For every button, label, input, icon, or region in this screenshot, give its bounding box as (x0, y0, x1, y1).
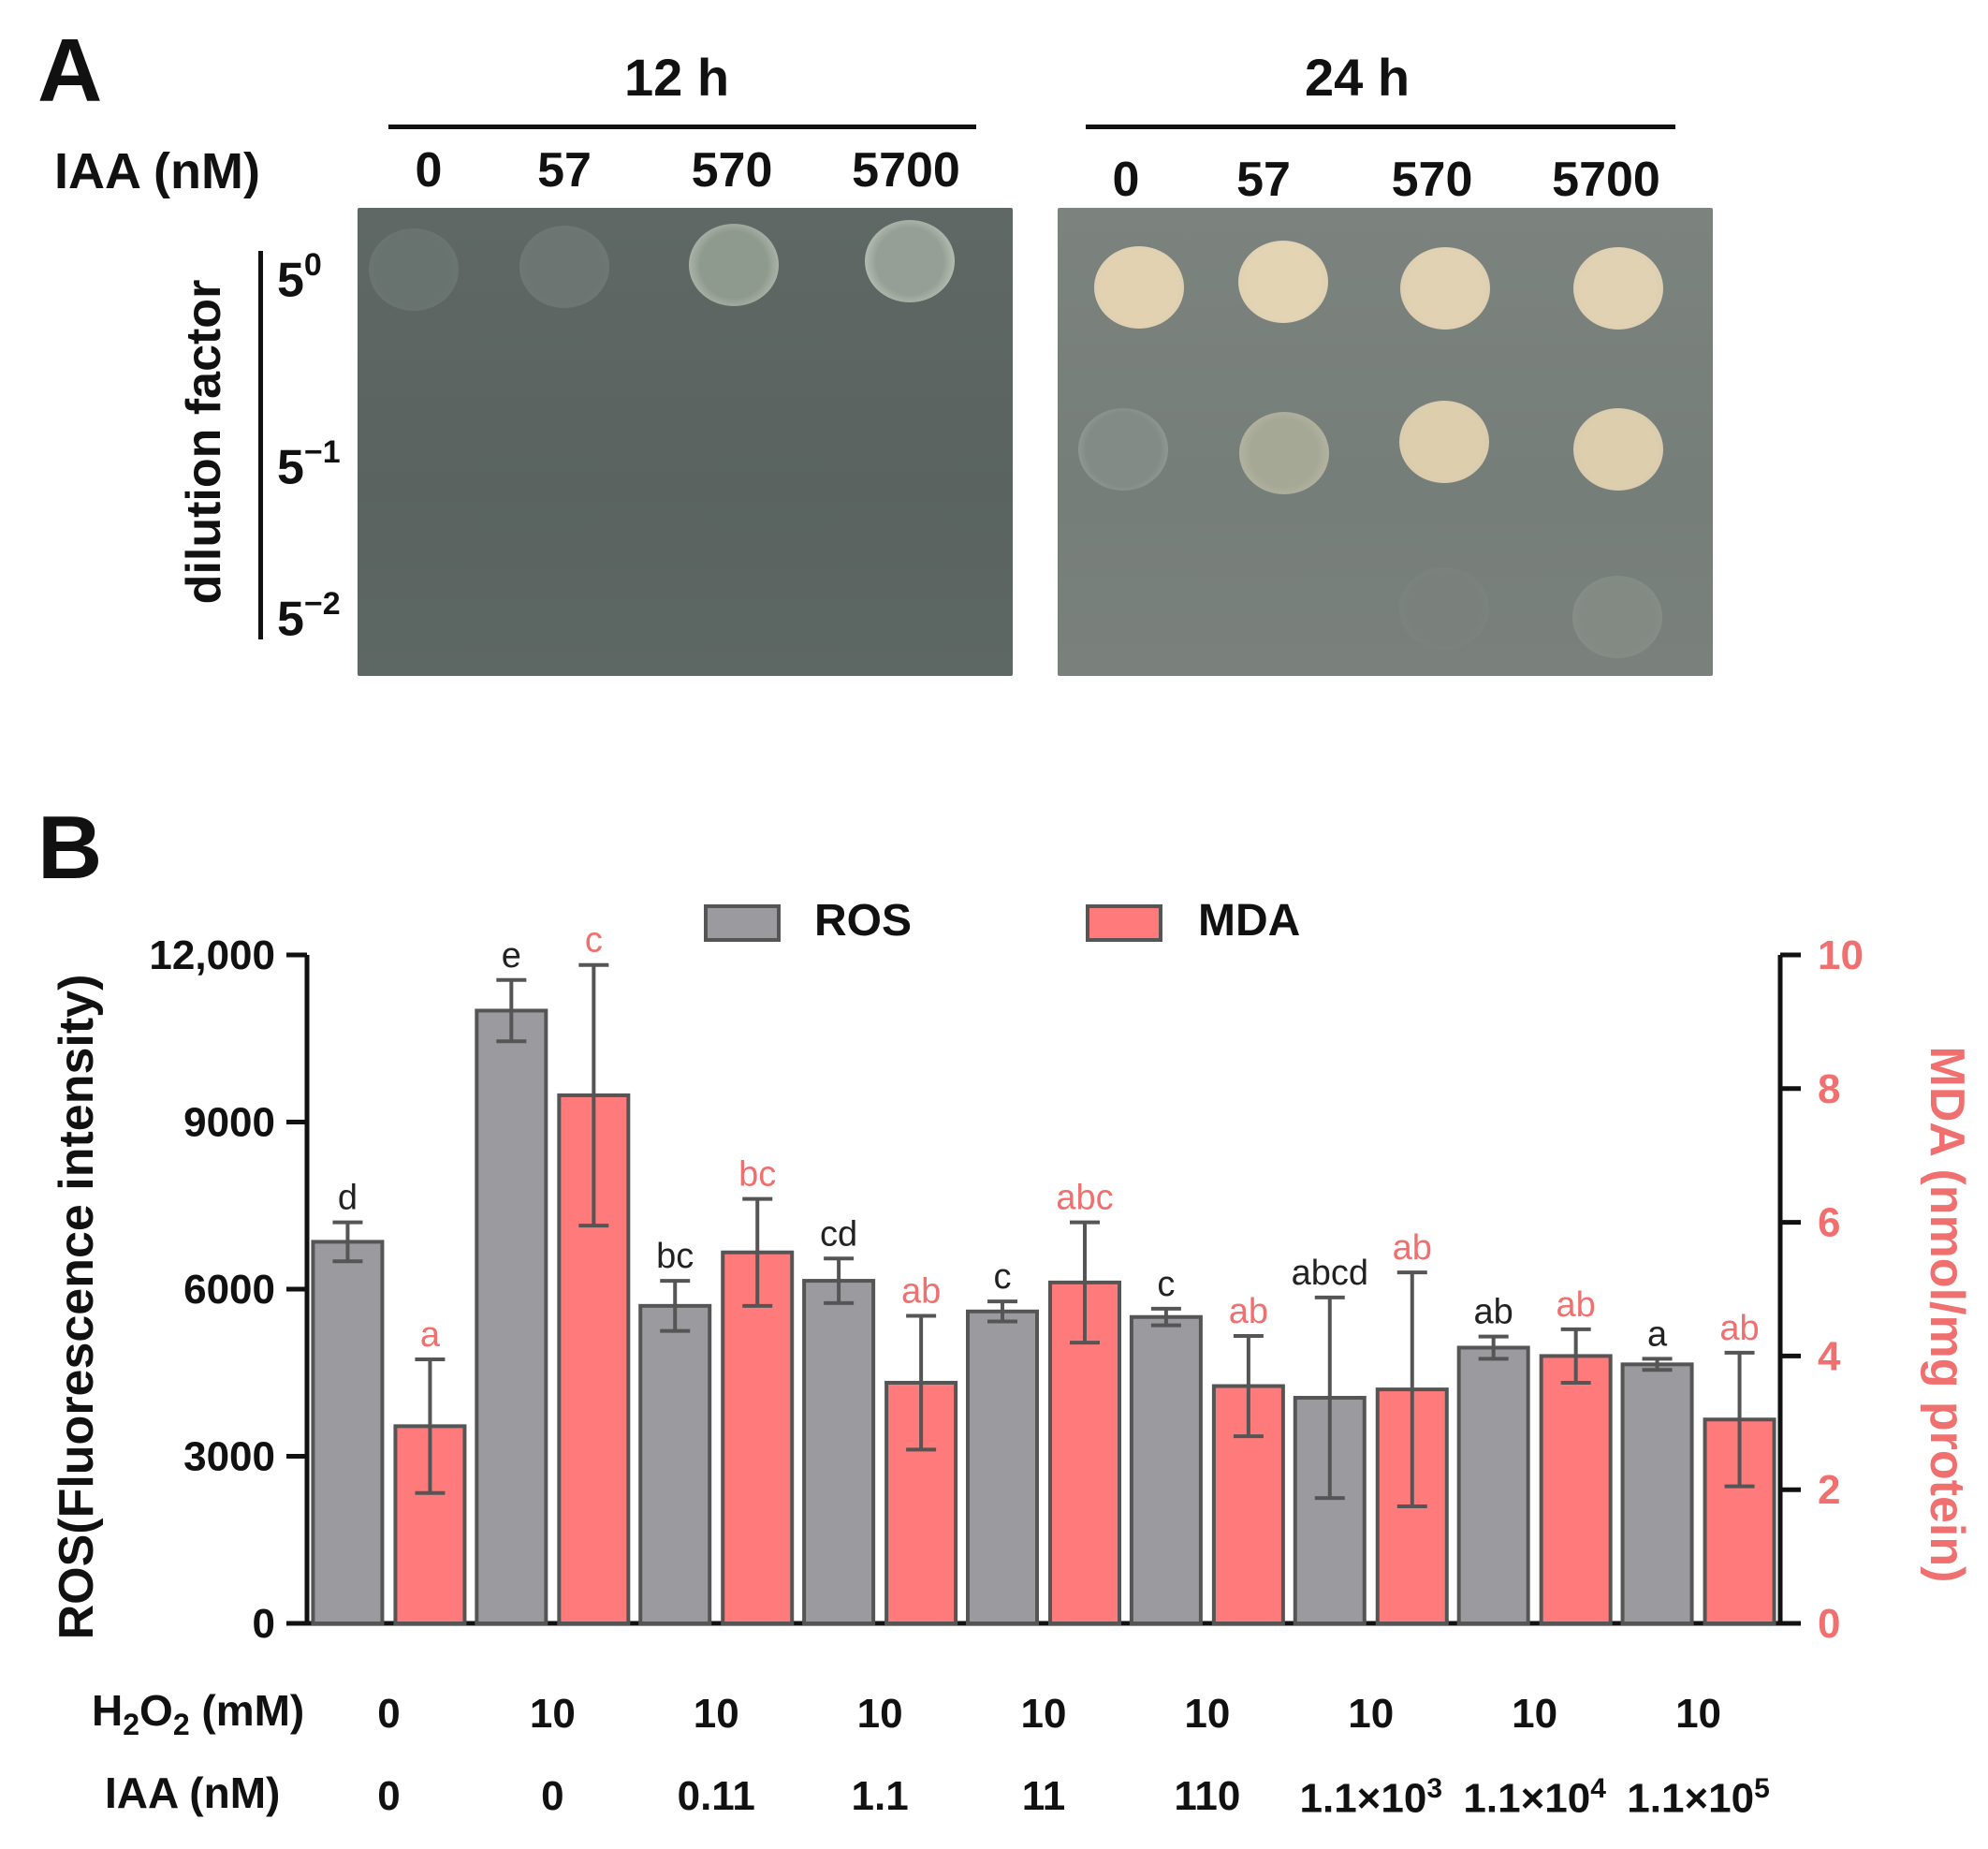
ros-significance-letter: cd (820, 1214, 857, 1254)
iaa-label-b: IAA (nM) (105, 1768, 281, 1817)
h2o2-value: 10 (693, 1691, 739, 1737)
time-header-12h-line (388, 125, 976, 129)
conc-24h-570: 570 (1391, 153, 1473, 207)
mda-significance-letter: ab (1557, 1285, 1596, 1325)
h2o2-value: 10 (1675, 1691, 1722, 1737)
ros-significance-letter: d (338, 1179, 358, 1218)
ros-significance-letter: a (1647, 1314, 1668, 1354)
right-tick-label: 10 (1818, 932, 1864, 978)
colony-spot (1400, 247, 1490, 330)
time-header-24h: 24 h (1304, 48, 1411, 107)
colony-spot (1078, 408, 1168, 491)
h2o2-value: 10 (856, 1691, 903, 1737)
ros-significance-letter: abcd (1292, 1254, 1368, 1293)
plate-12h (358, 208, 1013, 676)
h2o2-value: 10 (529, 1691, 576, 1737)
iaa-value: 11 (1021, 1773, 1066, 1819)
ros-significance-letter: ab (1474, 1293, 1513, 1332)
iaa-value: 0.11 (677, 1773, 755, 1819)
right-tick-label: 8 (1818, 1066, 1840, 1112)
mda-significance-letter: a (420, 1315, 441, 1355)
h2o2-value: 10 (1348, 1691, 1395, 1737)
conc-24h-5700: 5700 (1552, 153, 1660, 207)
colony-spot (865, 220, 955, 302)
h2o2-label: H2O2 (mM) (92, 1686, 305, 1741)
mda-bar (721, 1250, 795, 1625)
ros-significance-letter: e (502, 936, 521, 976)
ros-significance-letter: bc (656, 1237, 694, 1276)
ros-bar (1456, 1345, 1530, 1625)
colony-spot (1238, 241, 1328, 323)
ros-bar (475, 1008, 548, 1625)
conc-24h-0: 0 (1112, 153, 1140, 207)
iaa-label-a: IAA (nM) (54, 143, 260, 199)
dilution-5-0: 50 (277, 247, 322, 308)
iaa-value: 1.1×103 (1299, 1773, 1443, 1822)
iaa-value: 1.1 (851, 1773, 909, 1819)
h2o2-value: 10 (1020, 1691, 1067, 1737)
mda-significance-letter: ab (1719, 1309, 1759, 1348)
right-tick-label: 2 (1818, 1467, 1840, 1513)
colony-spot (1573, 408, 1663, 491)
time-header-24h-line (1086, 125, 1675, 129)
left-tick-label: 12,000 (149, 932, 275, 978)
colony-spot (1239, 412, 1329, 494)
colony-spot (1399, 567, 1489, 650)
left-tick-label: 3000 (183, 1434, 275, 1480)
conc-12h-570: 570 (691, 143, 773, 198)
ros-significance-letter: c (994, 1257, 1012, 1297)
colony-spot (369, 228, 459, 311)
left-tick-label: 9000 (183, 1100, 275, 1146)
legend-mda-swatch (1086, 904, 1162, 942)
legend-ros-label: ROS (814, 896, 913, 946)
ros-bar (966, 1309, 1039, 1626)
panel-a-label: A (37, 21, 103, 121)
ros-bar (638, 1303, 712, 1625)
legend-mda-label: MDA (1198, 896, 1301, 946)
right-tick-label: 4 (1818, 1333, 1841, 1379)
dilution-5-minus1: 5−1 (277, 434, 341, 495)
mda-significance-letter: c (585, 921, 603, 961)
conc-12h-57: 57 (537, 143, 592, 198)
iaa-value: 110 (1174, 1773, 1241, 1819)
colony-spot (689, 224, 779, 306)
mda-significance-letter: ab (901, 1272, 941, 1312)
ros-bar (311, 1240, 385, 1626)
dilution-5-minus2: 5−2 (277, 586, 341, 647)
conc-12h-5700: 5700 (852, 143, 960, 198)
colony-spot (1399, 401, 1489, 483)
ros-significance-letter: c (1157, 1265, 1175, 1304)
left-tick-label: 0 (253, 1601, 275, 1647)
mda-bar (1539, 1354, 1613, 1626)
colony-spot (1094, 246, 1184, 329)
right-tick-label: 6 (1818, 1200, 1840, 1246)
conc-24h-57: 57 (1236, 153, 1291, 207)
iaa-value: 0 (541, 1773, 564, 1819)
iaa-value: 1.1×105 (1627, 1773, 1770, 1822)
ros-bar (802, 1279, 876, 1625)
time-header-12h: 12 h (623, 48, 730, 107)
h2o2-value: 10 (1512, 1691, 1558, 1737)
mda-significance-letter: abc (1056, 1179, 1113, 1218)
iaa-value: 1.1×104 (1463, 1773, 1606, 1822)
iaa-value: 0 (377, 1773, 401, 1819)
panel-b-label: B (37, 798, 103, 898)
colony-spot (1572, 576, 1662, 658)
colony-spot (1573, 247, 1663, 330)
right-tick-label: 0 (1818, 1601, 1840, 1647)
ros-bar (1129, 1314, 1203, 1625)
mda-significance-letter: ab (1393, 1228, 1432, 1268)
conc-12h-0: 0 (415, 143, 443, 198)
h2o2-value: 0 (377, 1691, 401, 1737)
legend-ros-swatch (704, 904, 781, 942)
h2o2-value: 10 (1184, 1691, 1231, 1737)
plate-24h (1058, 208, 1713, 676)
dilution-axis-line (258, 251, 263, 639)
left-tick-label: 6000 (183, 1267, 275, 1313)
colony-spot (519, 226, 609, 308)
ros-bar (1620, 1362, 1694, 1625)
mda-significance-letter: bc (738, 1155, 776, 1195)
mda-significance-letter: ab (1229, 1292, 1268, 1331)
